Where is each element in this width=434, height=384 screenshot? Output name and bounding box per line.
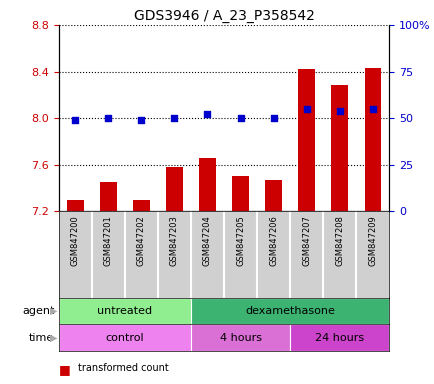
Bar <box>59 324 191 351</box>
Point <box>138 117 145 123</box>
Text: GSM847207: GSM847207 <box>302 215 310 266</box>
Bar <box>166 167 182 211</box>
Bar <box>100 182 116 211</box>
Text: GSM847206: GSM847206 <box>269 215 277 266</box>
Text: untreated: untreated <box>97 306 152 316</box>
Text: GSM847208: GSM847208 <box>335 215 343 266</box>
Text: GSM847201: GSM847201 <box>104 215 112 266</box>
Point <box>237 115 243 121</box>
Point <box>72 117 79 123</box>
Bar <box>199 158 215 211</box>
Point <box>105 115 112 121</box>
Bar <box>232 176 248 211</box>
Point <box>204 111 210 118</box>
Text: ▶: ▶ <box>50 333 58 343</box>
Text: 4 hours: 4 hours <box>219 333 261 343</box>
Bar <box>191 324 289 351</box>
Text: GSM847205: GSM847205 <box>236 215 244 266</box>
Bar <box>191 298 388 324</box>
Text: transformed count: transformed count <box>78 363 169 373</box>
Text: GSM847200: GSM847200 <box>71 215 79 266</box>
Bar <box>265 180 281 211</box>
Bar <box>364 68 380 211</box>
Bar <box>289 324 388 351</box>
Point <box>368 106 375 112</box>
Bar <box>59 298 191 324</box>
Point <box>171 115 178 121</box>
Title: GDS3946 / A_23_P358542: GDS3946 / A_23_P358542 <box>133 8 314 23</box>
Text: ■: ■ <box>59 363 70 376</box>
Text: GSM847203: GSM847203 <box>170 215 178 266</box>
Bar <box>133 200 149 211</box>
Bar <box>331 86 347 211</box>
Point <box>335 108 342 114</box>
Text: agent: agent <box>22 306 54 316</box>
Point <box>302 106 309 112</box>
Text: GSM847202: GSM847202 <box>137 215 145 266</box>
Bar <box>298 69 314 211</box>
Bar <box>67 200 83 211</box>
Text: GSM847209: GSM847209 <box>368 215 376 266</box>
Text: 24 hours: 24 hours <box>315 333 363 343</box>
Point <box>270 115 276 121</box>
Text: dexamethasone: dexamethasone <box>245 306 334 316</box>
Text: GSM847204: GSM847204 <box>203 215 211 266</box>
Text: control: control <box>105 333 144 343</box>
Text: ▶: ▶ <box>50 306 58 316</box>
Text: time: time <box>29 333 54 343</box>
